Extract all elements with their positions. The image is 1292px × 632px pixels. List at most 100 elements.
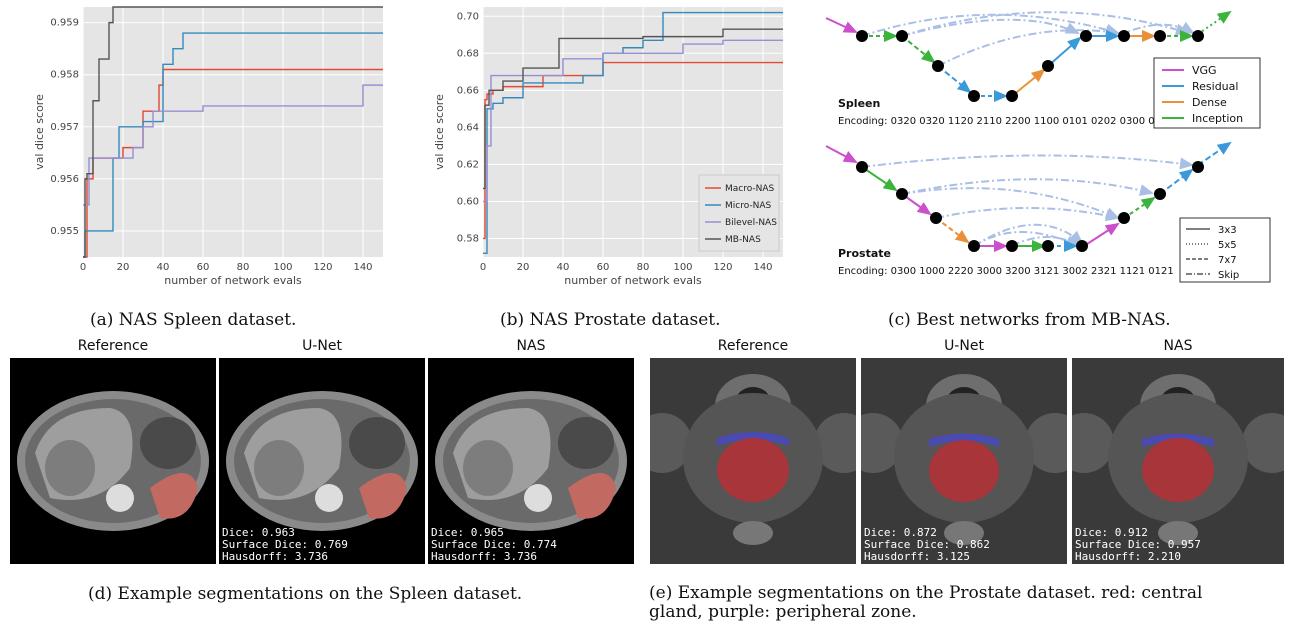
prostate-unet-metrics: Dice: 0.872 Surface Dice: 0.862 Hausdorf… bbox=[864, 527, 990, 563]
legend-5x5: 5x5 bbox=[1218, 240, 1237, 251]
mbnas-network-diagram: Spleen Encoding: 0320 0320 1120 2110 220… bbox=[825, 10, 1271, 283]
prostate-unet-image bbox=[861, 358, 1067, 564]
y-tick-label: 0.956 bbox=[50, 174, 79, 185]
y-tick-label: 0.68 bbox=[457, 48, 479, 59]
y-tick-label: 0.64 bbox=[457, 122, 479, 133]
y-tick-label: 0.957 bbox=[50, 122, 79, 133]
y-tick-label: 0.60 bbox=[457, 196, 479, 207]
legend-inception: Inception bbox=[1192, 112, 1243, 125]
legend-skip: Skip bbox=[1218, 270, 1239, 281]
prostate-skip-edges bbox=[861, 154, 1194, 247]
spleen-unet-image bbox=[219, 358, 425, 564]
caption-b: (b) NAS Prostate dataset. bbox=[500, 310, 721, 330]
y-axis-label: val dice score bbox=[33, 94, 46, 170]
prostate-nas-hausdorff: Hausdorff: 2.210 bbox=[1075, 550, 1181, 563]
y-axis-label: val dice score bbox=[433, 94, 446, 170]
series-line-micro-nas bbox=[83, 32, 383, 258]
prostate-nas-chart: 0 20 40 60 80 100 120 140 0.58 0.60 0.62 0.64 0.66 0.… bbox=[433, 7, 783, 287]
spleen-nas-dice: Dice: 0.965 bbox=[431, 526, 504, 539]
x-tick-label: 140 bbox=[753, 262, 772, 273]
spleen-nas-image bbox=[428, 358, 634, 564]
y-tick-label: 0.58 bbox=[457, 233, 479, 244]
y-tick-label: 0.62 bbox=[457, 159, 479, 170]
y-tick-label: 0.70 bbox=[457, 11, 479, 22]
series-line-micro-nas bbox=[483, 11, 783, 254]
spleen-title-nas: NAS bbox=[516, 338, 546, 354]
legend-entry: Bilevel-NAS bbox=[725, 218, 777, 228]
spleen-reference-image bbox=[10, 358, 216, 564]
prostate-label: Prostate bbox=[838, 247, 891, 260]
legend-3x3: 3x3 bbox=[1218, 225, 1237, 236]
x-axis-label: number of network evals bbox=[564, 274, 702, 287]
spleen-nas-chart: 0 20 40 60 80 100 120 140 0.955 0.956 0.957 0.958 0.… bbox=[33, 6, 383, 287]
spleen-title-reference: Reference bbox=[77, 338, 149, 354]
caption-e-line2: gland, purple: peripheral zone. bbox=[649, 602, 917, 622]
prostate-unet-hausdorff: Hausdorff: 3.125 bbox=[864, 550, 970, 563]
spleen-nas-hausdorff: Hausdorff: 3.736 bbox=[431, 550, 537, 563]
x-tick-label: 100 bbox=[273, 262, 292, 273]
prostate-unet-surface-dice: Surface Dice: 0.862 bbox=[864, 538, 990, 551]
series-line-mb-nas bbox=[483, 28, 783, 190]
prostate-nodes bbox=[856, 161, 1204, 252]
spleen-unet-hausdorff: Hausdorff: 3.736 bbox=[222, 550, 328, 563]
legend-entry: Macro-NAS bbox=[725, 184, 775, 194]
spleen-nodes bbox=[856, 30, 1204, 102]
x-tick-label: 40 bbox=[157, 262, 170, 273]
kernel-legend: 3x3 5x5 7x7 Skip bbox=[1179, 217, 1271, 283]
x-tick-label: 80 bbox=[637, 262, 650, 273]
caption-d: (d) Example segmentations on the Spleen … bbox=[88, 584, 523, 604]
spleen-label: Spleen bbox=[838, 97, 880, 110]
prostate-nas-metrics: Dice: 0.912 Surface Dice: 0.957 Hausdorf… bbox=[1075, 527, 1201, 563]
x-tick-label: 120 bbox=[713, 262, 732, 273]
prostate-encoding: Encoding: 0300 1000 2220 3000 3200 3121 … bbox=[838, 266, 1174, 277]
prostate-reference-image bbox=[650, 358, 856, 564]
x-tick-label: 20 bbox=[517, 262, 530, 273]
spleen-nas-metrics: Dice: 0.965 Surface Dice: 0.774 Hausdorf… bbox=[431, 527, 557, 563]
y-tick-label: 0.959 bbox=[50, 18, 79, 29]
legend-7x7: 7x7 bbox=[1218, 255, 1237, 266]
spleen-skip-edges bbox=[861, 11, 1195, 67]
x-tick-label: 60 bbox=[197, 262, 210, 273]
legend-residual: Residual bbox=[1192, 80, 1238, 93]
spleen-title-unet: U-Net bbox=[302, 338, 342, 354]
x-axis-label: number of network evals bbox=[164, 274, 302, 287]
caption-e: (e) Example segmentations on the Prostat… bbox=[649, 584, 1202, 622]
spleen-unet-metrics: Dice: 0.963 Surface Dice: 0.769 Hausdorf… bbox=[222, 527, 348, 563]
prostate-title-reference: Reference bbox=[717, 338, 789, 354]
y-tick-label: 0.958 bbox=[50, 70, 79, 81]
legend-entry: Micro-NAS bbox=[725, 201, 772, 211]
x-tick-label: 20 bbox=[117, 262, 130, 273]
x-tick-label: 140 bbox=[353, 262, 372, 273]
spleen-unet-dice: Dice: 0.963 bbox=[222, 526, 295, 539]
x-tick-label: 100 bbox=[673, 262, 692, 273]
prostate-nas-dice: Dice: 0.912 bbox=[1075, 526, 1148, 539]
spleen-nas-surface-dice: Surface Dice: 0.774 bbox=[431, 538, 557, 551]
prostate-title-nas: NAS bbox=[1163, 338, 1193, 354]
series-line-bilevel-nas bbox=[483, 39, 783, 203]
x-tick-label: 60 bbox=[597, 262, 610, 273]
prostate-main-edges bbox=[825, 141, 1232, 252]
x-tick-label: 40 bbox=[557, 262, 570, 273]
spleen-encoding: Encoding: 0320 0320 1120 2110 2200 1100 … bbox=[838, 116, 1174, 127]
series-line-bilevel-nas bbox=[83, 84, 383, 206]
x-tick-label: 0 bbox=[80, 262, 86, 273]
prostate-nas-image bbox=[1072, 358, 1284, 564]
x-tick-label: 0 bbox=[480, 262, 486, 273]
x-tick-label: 80 bbox=[237, 262, 250, 273]
prostate-nas-surface-dice: Surface Dice: 0.957 bbox=[1075, 538, 1201, 551]
caption-e-line1: (e) Example segmentations on the Prostat… bbox=[649, 583, 1203, 603]
plot-area bbox=[83, 7, 383, 257]
series-line-mb-nas bbox=[83, 6, 383, 258]
y-tick-label: 0.66 bbox=[457, 85, 479, 96]
spleen-unet-surface-dice: Surface Dice: 0.769 bbox=[222, 538, 348, 551]
legend-dense: Dense bbox=[1192, 96, 1227, 109]
y-tick-label: 0.955 bbox=[50, 226, 79, 237]
legend-entry: MB-NAS bbox=[725, 235, 761, 245]
prostate-unet-dice: Dice: 0.872 bbox=[864, 526, 937, 539]
x-tick-label: 120 bbox=[313, 262, 332, 273]
legend-vgg: VGG bbox=[1192, 64, 1217, 77]
caption-c: (c) Best networks from MB-NAS. bbox=[888, 310, 1171, 330]
prostate-title-unet: U-Net bbox=[944, 338, 984, 354]
caption-a: (a) NAS Spleen dataset. bbox=[90, 310, 297, 330]
op-legend: VGG Residual Dense Inception bbox=[1153, 57, 1261, 129]
